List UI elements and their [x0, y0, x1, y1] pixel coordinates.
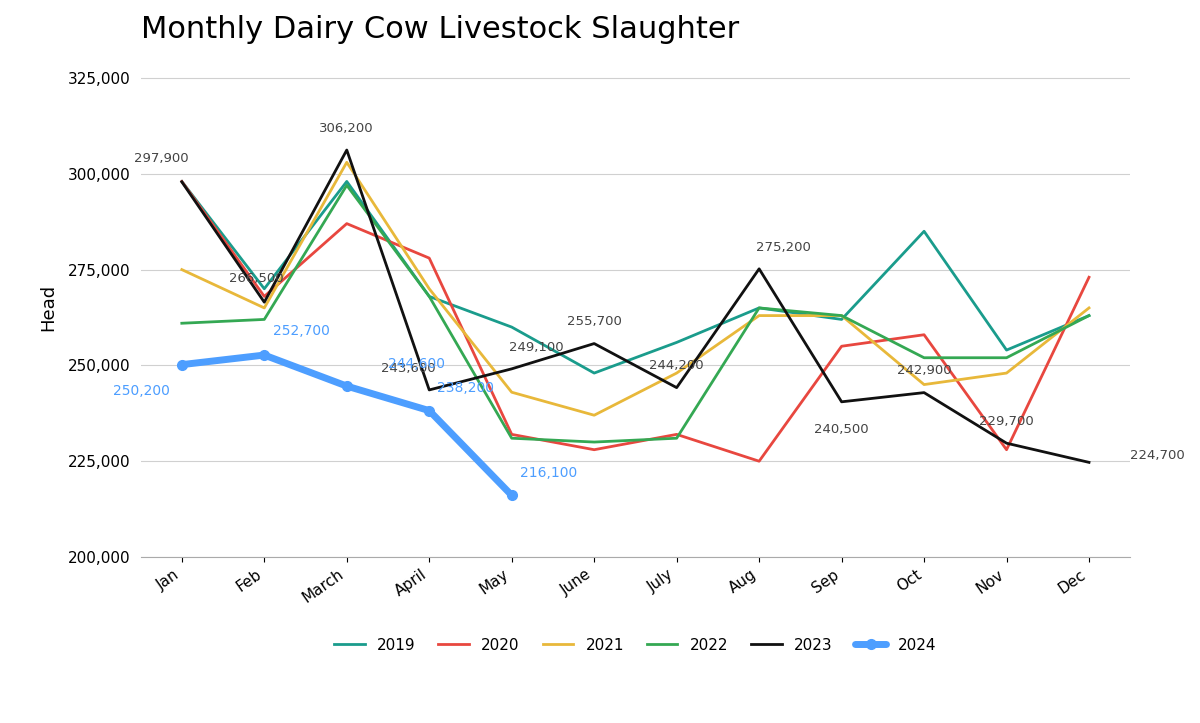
- Text: 224,700: 224,700: [1130, 450, 1186, 463]
- Line: 2023: 2023: [182, 150, 1090, 463]
- Text: 266,500: 266,500: [229, 272, 283, 285]
- 2021: [422, 284, 437, 293]
- Text: 244,600: 244,600: [388, 356, 445, 371]
- Text: 275,200: 275,200: [756, 241, 811, 254]
- Line: 2022: 2022: [182, 185, 1090, 442]
- 2019: [504, 322, 518, 331]
- Line: 2021: 2021: [182, 162, 1090, 415]
- Text: 238,200: 238,200: [438, 381, 494, 395]
- 2023: [1000, 439, 1014, 448]
- 2023: [257, 298, 271, 307]
- 2020: [917, 330, 931, 339]
- 2019: [175, 177, 190, 186]
- 2020: [422, 254, 437, 262]
- 2022: [917, 354, 931, 362]
- 2021: [1082, 304, 1097, 312]
- 2023: [175, 178, 190, 187]
- 2022: [834, 311, 848, 320]
- 2019: [340, 177, 354, 186]
- 2022: [1082, 311, 1097, 320]
- 2020: [752, 457, 767, 466]
- Text: 229,700: 229,700: [979, 415, 1034, 428]
- 2023: [752, 265, 767, 273]
- 2021: [917, 380, 931, 389]
- 2019: [670, 338, 684, 347]
- 2019: [834, 315, 848, 324]
- Text: Monthly Dairy Cow Livestock Slaughter: Monthly Dairy Cow Livestock Slaughter: [140, 15, 739, 44]
- 2022: [175, 319, 190, 328]
- 2020: [504, 430, 518, 439]
- Text: 243,600: 243,600: [382, 362, 436, 375]
- 2023: [340, 146, 354, 155]
- Text: 252,700: 252,700: [272, 324, 330, 338]
- Text: 250,200: 250,200: [113, 384, 169, 398]
- 2024: [175, 360, 190, 369]
- Text: 255,700: 255,700: [566, 315, 622, 328]
- 2020: [1082, 273, 1097, 281]
- Line: 2019: 2019: [182, 181, 1090, 373]
- 2022: [1000, 354, 1014, 362]
- 2020: [587, 445, 601, 454]
- Text: 244,200: 244,200: [649, 359, 704, 372]
- 2023: [587, 339, 601, 348]
- 2019: [917, 227, 931, 236]
- 2019: [1082, 311, 1097, 320]
- Line: 2020: 2020: [182, 181, 1090, 461]
- 2019: [257, 284, 271, 293]
- 2023: [1082, 458, 1097, 467]
- 2021: [175, 265, 190, 274]
- 2021: [670, 369, 684, 377]
- 2024: [504, 491, 518, 500]
- 2020: [670, 430, 684, 439]
- 2022: [504, 434, 518, 442]
- 2020: [175, 177, 190, 186]
- 2021: [257, 304, 271, 312]
- 2023: [834, 398, 848, 406]
- 2020: [1000, 445, 1014, 454]
- 2022: [422, 292, 437, 301]
- 2021: [587, 411, 601, 419]
- Text: 306,200: 306,200: [319, 121, 374, 134]
- 2019: [422, 292, 437, 301]
- 2022: [670, 434, 684, 442]
- 2024: [340, 382, 354, 390]
- 2022: [257, 315, 271, 324]
- 2020: [340, 219, 354, 228]
- Text: 216,100: 216,100: [520, 466, 577, 480]
- Legend: 2019, 2020, 2021, 2022, 2023, 2024: 2019, 2020, 2021, 2022, 2023, 2024: [328, 632, 943, 659]
- 2021: [834, 311, 848, 320]
- 2019: [587, 369, 601, 377]
- 2022: [340, 181, 354, 189]
- 2020: [257, 292, 271, 301]
- Text: 249,100: 249,100: [509, 341, 564, 354]
- Line: 2024: 2024: [176, 350, 516, 500]
- 2021: [504, 388, 518, 397]
- 2021: [1000, 369, 1014, 377]
- 2020: [834, 342, 848, 351]
- 2021: [752, 311, 767, 320]
- 2019: [1000, 346, 1014, 354]
- 2022: [752, 304, 767, 312]
- 2019: [752, 304, 767, 312]
- 2021: [340, 158, 354, 166]
- 2023: [670, 383, 684, 392]
- 2024: [422, 406, 437, 415]
- Text: 297,900: 297,900: [134, 152, 188, 165]
- Text: 240,500: 240,500: [815, 423, 869, 436]
- 2022: [587, 437, 601, 446]
- 2024: [257, 351, 271, 359]
- 2023: [917, 388, 931, 397]
- 2023: [422, 385, 437, 394]
- Text: 242,900: 242,900: [896, 364, 952, 377]
- 2023: [504, 364, 518, 373]
- Y-axis label: Head: Head: [38, 284, 58, 331]
